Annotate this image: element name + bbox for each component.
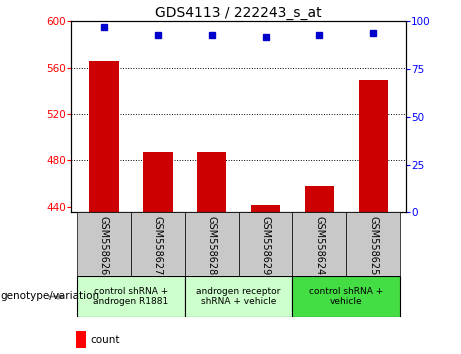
Title: GDS4113 / 222243_s_at: GDS4113 / 222243_s_at <box>155 6 322 20</box>
Bar <box>185 276 292 317</box>
Bar <box>76 331 86 348</box>
Text: control shRNA +
vehicle: control shRNA + vehicle <box>309 287 384 306</box>
Text: control shRNA +
androgen R1881: control shRNA + androgen R1881 <box>93 287 168 306</box>
Bar <box>346 212 400 276</box>
Bar <box>143 152 172 212</box>
Bar <box>77 212 131 276</box>
Bar <box>305 186 334 212</box>
Bar <box>131 212 185 276</box>
Bar <box>185 212 239 276</box>
Bar <box>292 276 400 317</box>
Text: GSM558627: GSM558627 <box>153 216 163 275</box>
Text: GSM558625: GSM558625 <box>368 216 378 275</box>
Text: androgen receptor
shRNA + vehicle: androgen receptor shRNA + vehicle <box>196 287 281 306</box>
Text: GSM558629: GSM558629 <box>260 216 271 275</box>
Bar <box>197 152 226 212</box>
Text: genotype/variation: genotype/variation <box>0 291 99 302</box>
Text: GSM558628: GSM558628 <box>207 216 217 275</box>
Text: count: count <box>91 335 120 344</box>
Bar <box>89 61 118 212</box>
Bar <box>292 212 346 276</box>
Bar <box>239 212 292 276</box>
Text: GSM558626: GSM558626 <box>99 216 109 275</box>
Bar <box>77 276 185 317</box>
Text: GSM558624: GSM558624 <box>314 216 325 275</box>
Bar <box>251 205 280 212</box>
Bar <box>359 80 388 212</box>
